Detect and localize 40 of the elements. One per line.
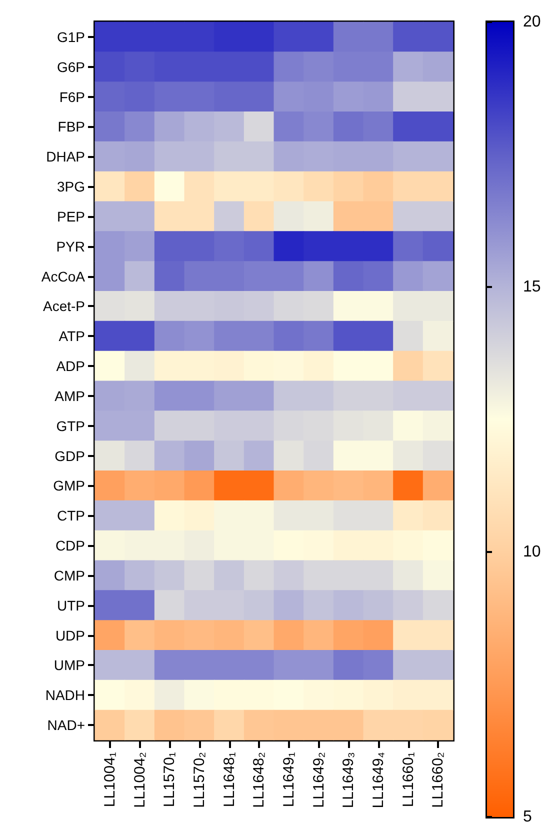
color-bar-label: 10 — [523, 544, 541, 560]
y-tick-label: PEP — [56, 208, 85, 224]
y-tick-label: ATP — [58, 328, 85, 344]
y-tick-label: GMP — [53, 478, 85, 494]
y-tick-label: G1P — [56, 28, 85, 45]
x-tick-label: LL1660₂ — [430, 752, 447, 808]
color-bar-label: 5 — [523, 808, 532, 826]
color-bar-label: 15 — [523, 278, 541, 296]
y-tick-label: CDP — [55, 538, 85, 554]
x-tick-label: LL1648₁ — [220, 752, 238, 808]
y-tick-label: Acet-P — [42, 298, 85, 314]
y-tick-label: UDP — [55, 627, 85, 644]
x-tick-label: LL1004₁ — [101, 752, 118, 808]
x-tick-label: LL1570₁ — [161, 752, 178, 808]
x-tick-label: LL1660₁ — [400, 752, 417, 808]
y-tick-label: G6P — [56, 58, 85, 75]
y-tick-label: F6P — [59, 88, 85, 105]
y-tick-label: UTP — [57, 597, 85, 614]
y-tick-label: CMP — [54, 567, 85, 584]
y-tick-label: UMP — [54, 657, 85, 674]
y-tick-label: GTP — [56, 418, 85, 434]
x-tick-label: LL1648₂ — [250, 752, 268, 808]
y-tick-label: NAD+ — [47, 717, 85, 734]
y-tick-label: GDP — [54, 448, 85, 464]
y-tick-label: AMP — [54, 388, 85, 404]
color-bar-label: 20 — [523, 14, 541, 30]
y-tick-label: DHAP — [46, 148, 85, 165]
x-tick-label: LL1649₃ — [340, 752, 358, 808]
y-tick-label: AcCoA — [41, 268, 86, 284]
y-tick-label: NADH — [45, 687, 85, 704]
y-tick-label: 3PG — [56, 178, 85, 195]
x-tick-label: LL1649₁ — [280, 752, 298, 808]
x-tick-label: LL1649₂ — [310, 752, 328, 808]
y-tick-label: ADP — [56, 358, 85, 374]
x-tick-label: LL1570₂ — [190, 752, 208, 808]
y-tick-label: FBP — [58, 118, 85, 135]
x-tick-label: LL1649₄ — [370, 752, 387, 808]
y-tick-label: PYR — [56, 238, 85, 254]
y-tick-label: CTP — [57, 508, 85, 524]
x-tick-label: LL1004₂ — [131, 752, 148, 808]
